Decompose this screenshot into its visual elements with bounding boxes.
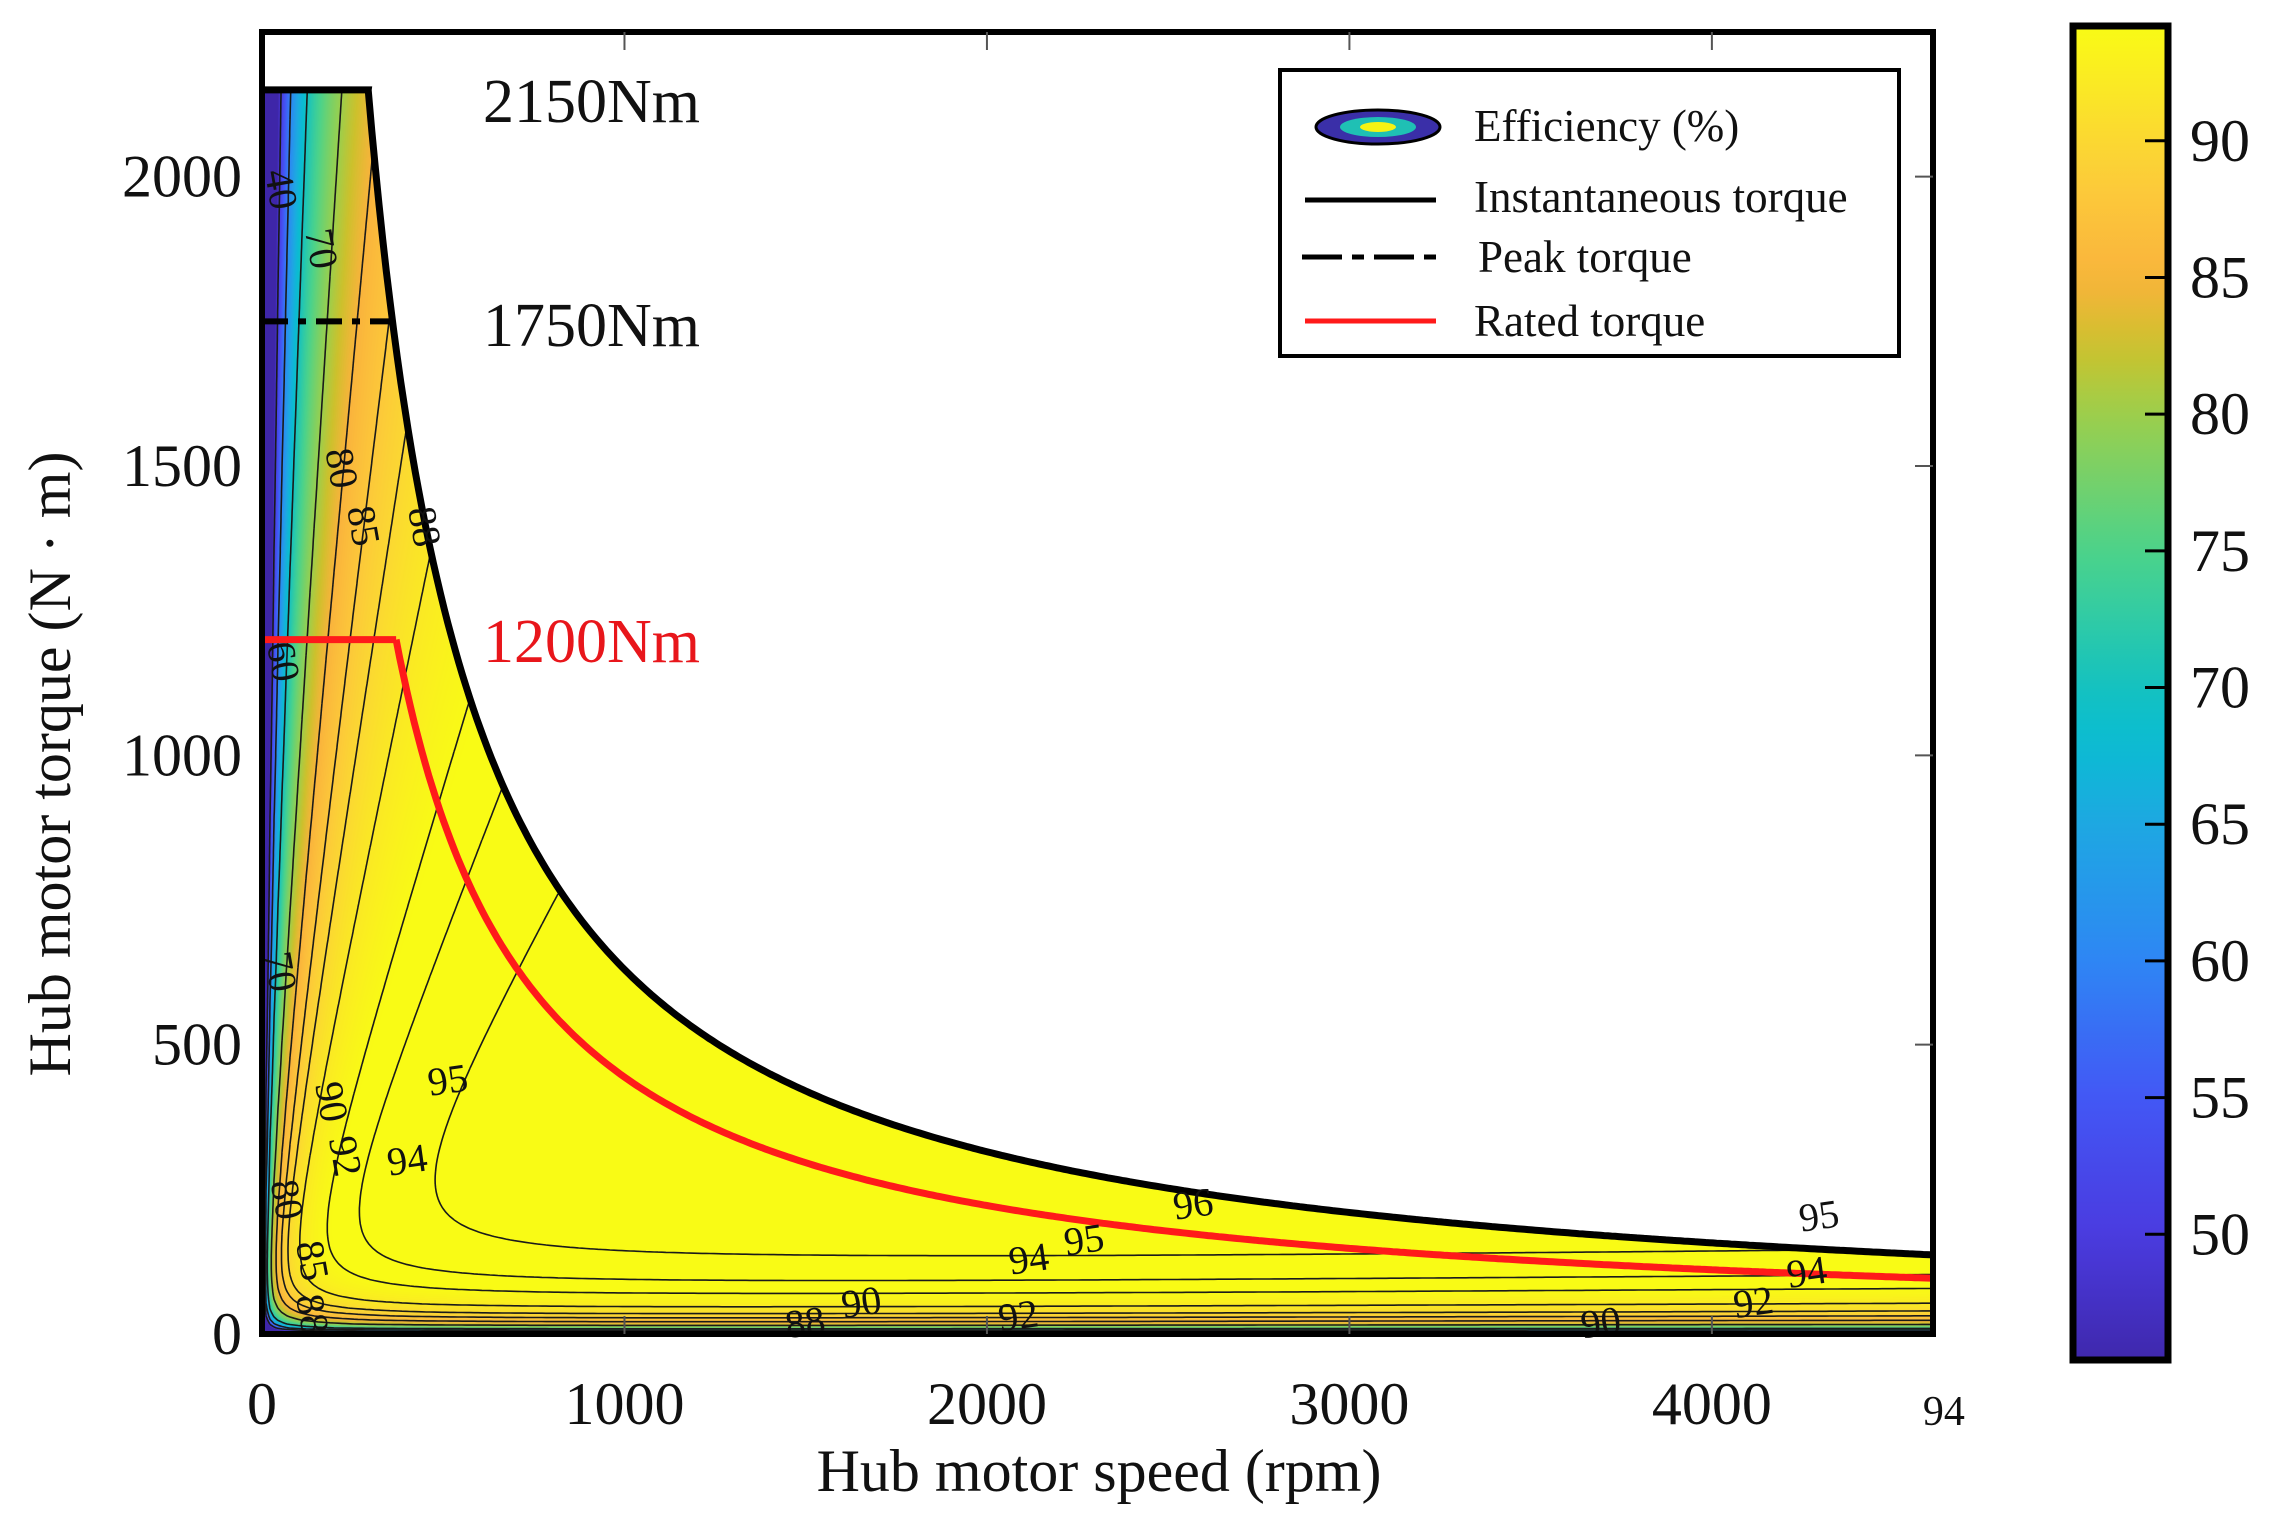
contour-label: 96 xyxy=(1170,1179,1216,1229)
contour-94 xyxy=(326,699,1930,1295)
legend-label-peak: Peak torque xyxy=(1478,232,1692,282)
x-axis-label: Hub motor speed (rpm) xyxy=(817,1438,1382,1504)
colorbar: 50 55 60 65 70 75 80 85 90 xyxy=(2069,22,2250,1364)
colorbar-tick-label: 50 xyxy=(2190,1201,2250,1267)
contour-label: 95 xyxy=(1061,1214,1107,1264)
x-tick-label: 2000 xyxy=(927,1371,1047,1437)
plot-frame xyxy=(259,29,1936,1337)
colorbar-tick-label: 80 xyxy=(2190,381,2250,447)
annotation-2150: 2150Nm xyxy=(483,68,700,136)
colorbar-tick-label: 75 xyxy=(2190,518,2250,584)
contour-label: 92 xyxy=(320,1133,371,1180)
contour-80 xyxy=(270,91,1930,1327)
contour-label: 94 xyxy=(1784,1247,1830,1297)
contour-label: 90 xyxy=(306,1078,357,1125)
y-tick-label: 0 xyxy=(212,1301,242,1367)
colorbar-tick-label: 70 xyxy=(2190,655,2250,721)
legend-label-instantaneous: Instantaneous torque xyxy=(1474,172,1848,222)
legend-label-rated: Rated torque xyxy=(1474,296,1705,346)
contour-label: 94 xyxy=(384,1135,430,1185)
contour-60 xyxy=(264,91,1930,1332)
contour-96 xyxy=(434,893,1798,1257)
contour-label: 94 xyxy=(1006,1233,1052,1283)
torque-curves xyxy=(262,86,1934,1282)
contour-label: 70 xyxy=(296,225,347,272)
rated-torque-line xyxy=(262,636,1934,1282)
y-tick-label: 1500 xyxy=(122,433,242,499)
colorbar-tick-label: 65 xyxy=(2190,791,2250,857)
annotation-1750: 1750Nm xyxy=(483,292,700,360)
contour-label: 85 xyxy=(338,502,389,549)
y-tick-label: 1000 xyxy=(122,722,242,788)
contour-label: 90 xyxy=(838,1277,884,1327)
colorbar-gradient xyxy=(2069,22,2172,1364)
colorbar-tick-label: 55 xyxy=(2190,1065,2250,1131)
x-tick-label: 3000 xyxy=(1289,1371,1409,1437)
contour-label: 88 xyxy=(287,1290,338,1337)
x-tick-label: 1000 xyxy=(564,1371,684,1437)
contour-88 xyxy=(280,313,1930,1319)
contour-label: 88 xyxy=(782,1297,828,1347)
y-axis-label: Hub motor torque (N · m) xyxy=(17,452,83,1077)
contour-label: 92 xyxy=(1730,1277,1776,1327)
contour-label: 95 xyxy=(1796,1191,1842,1241)
colorbar-tick-label: 60 xyxy=(2190,928,2250,994)
stray-contour-label: 94 xyxy=(1923,1389,1965,1435)
x-tick-label: 0 xyxy=(247,1371,277,1437)
axis-ticks: 0 1000 2000 3000 4000 0 500 1000 1500 2000 xyxy=(122,32,1933,1437)
y-tick-label: 500 xyxy=(152,1012,242,1078)
y-tick-label: 2000 xyxy=(122,144,242,210)
instantaneous-torque-line xyxy=(262,86,1934,1259)
contour-95 xyxy=(358,788,1930,1282)
colorbar-tick-label: 90 xyxy=(2190,108,2250,174)
contour-label: 88 xyxy=(399,503,450,550)
colorbar-tick-label: 85 xyxy=(2190,244,2250,310)
colorbar-ticks: 50 55 60 65 70 75 80 85 90 xyxy=(2145,108,2250,1267)
annotation-1200: 1200Nm xyxy=(483,608,700,676)
legend-efficiency-swatch xyxy=(1314,108,1442,146)
contour-label: 80 xyxy=(316,445,367,492)
contour-label: 85 xyxy=(287,1237,338,1284)
contour-label: 95 xyxy=(425,1055,471,1105)
contour-label: 90 xyxy=(1578,1297,1624,1347)
legend-label-efficiency: Efficiency (%) xyxy=(1474,101,1739,151)
contour-label: 60 xyxy=(258,638,309,685)
contour-label: 80 xyxy=(262,1176,313,1223)
legend: Efficiency (%) Instantaneous torque Peak… xyxy=(1278,68,1901,358)
x-tick-label: 4000 xyxy=(1652,1371,1772,1437)
